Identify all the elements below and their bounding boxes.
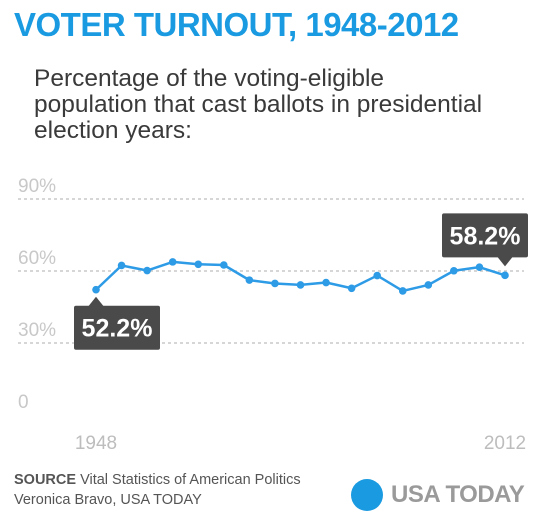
data-point xyxy=(424,281,433,289)
data-point xyxy=(117,261,126,270)
callout-label: 58.2% xyxy=(442,213,528,267)
callout-value: 58.2% xyxy=(450,222,521,250)
data-point xyxy=(220,261,228,269)
data-point xyxy=(92,285,100,294)
callout-value: 52.2% xyxy=(82,315,153,343)
data-point xyxy=(501,271,509,280)
y-tick-label: 30% xyxy=(18,320,56,341)
data-point xyxy=(245,276,254,284)
chart-subtitle: Percentage of the voting-eligible popula… xyxy=(34,65,483,144)
turnout-series xyxy=(92,258,509,295)
callout-label: 52.2% xyxy=(74,296,160,350)
source-label: SOURCE xyxy=(14,472,77,488)
logo-dot-icon xyxy=(351,479,383,511)
data-point xyxy=(398,287,407,295)
callout-box xyxy=(442,213,528,258)
y-tick-label: 60% xyxy=(18,248,56,269)
y-tick-label: 90% xyxy=(18,176,56,197)
credit-text: Veronica Bravo, USA TODAY xyxy=(14,492,202,508)
x-tick-label: 2012 xyxy=(484,433,526,454)
data-point xyxy=(373,271,381,280)
line-chart: 90% 60% 30% 0 1948 2012 52.2% 58.2% xyxy=(18,176,528,454)
callouts: 52.2% 58.2% xyxy=(74,213,528,350)
data-point xyxy=(347,284,356,293)
source-note: SOURCE Vital Statistics of American Poli… xyxy=(14,470,301,510)
data-point xyxy=(271,279,279,288)
callout-box xyxy=(74,305,160,350)
x-tick-label: 1948 xyxy=(75,433,117,454)
data-point xyxy=(168,258,177,266)
callout-pointer xyxy=(497,256,513,267)
callout-pointer xyxy=(88,296,104,307)
x-axis-ticks: 1948 2012 xyxy=(75,433,526,454)
data-point xyxy=(322,278,330,287)
logo-text: USA TODAY xyxy=(391,481,525,508)
data-point xyxy=(475,263,484,271)
data-point xyxy=(296,281,305,289)
usa-today-logo: USA TODAY xyxy=(351,478,525,512)
chart-title: VOTER TURNOUT, 1948-2012 xyxy=(14,6,459,43)
data-point xyxy=(450,266,458,275)
data-point xyxy=(194,260,203,269)
data-point xyxy=(143,266,151,275)
source-text: Vital Statistics of American Politics xyxy=(80,472,301,488)
y-axis-ticks: 90% 60% 30% 0 xyxy=(18,176,56,413)
y-tick-label: 0 xyxy=(18,392,29,413)
